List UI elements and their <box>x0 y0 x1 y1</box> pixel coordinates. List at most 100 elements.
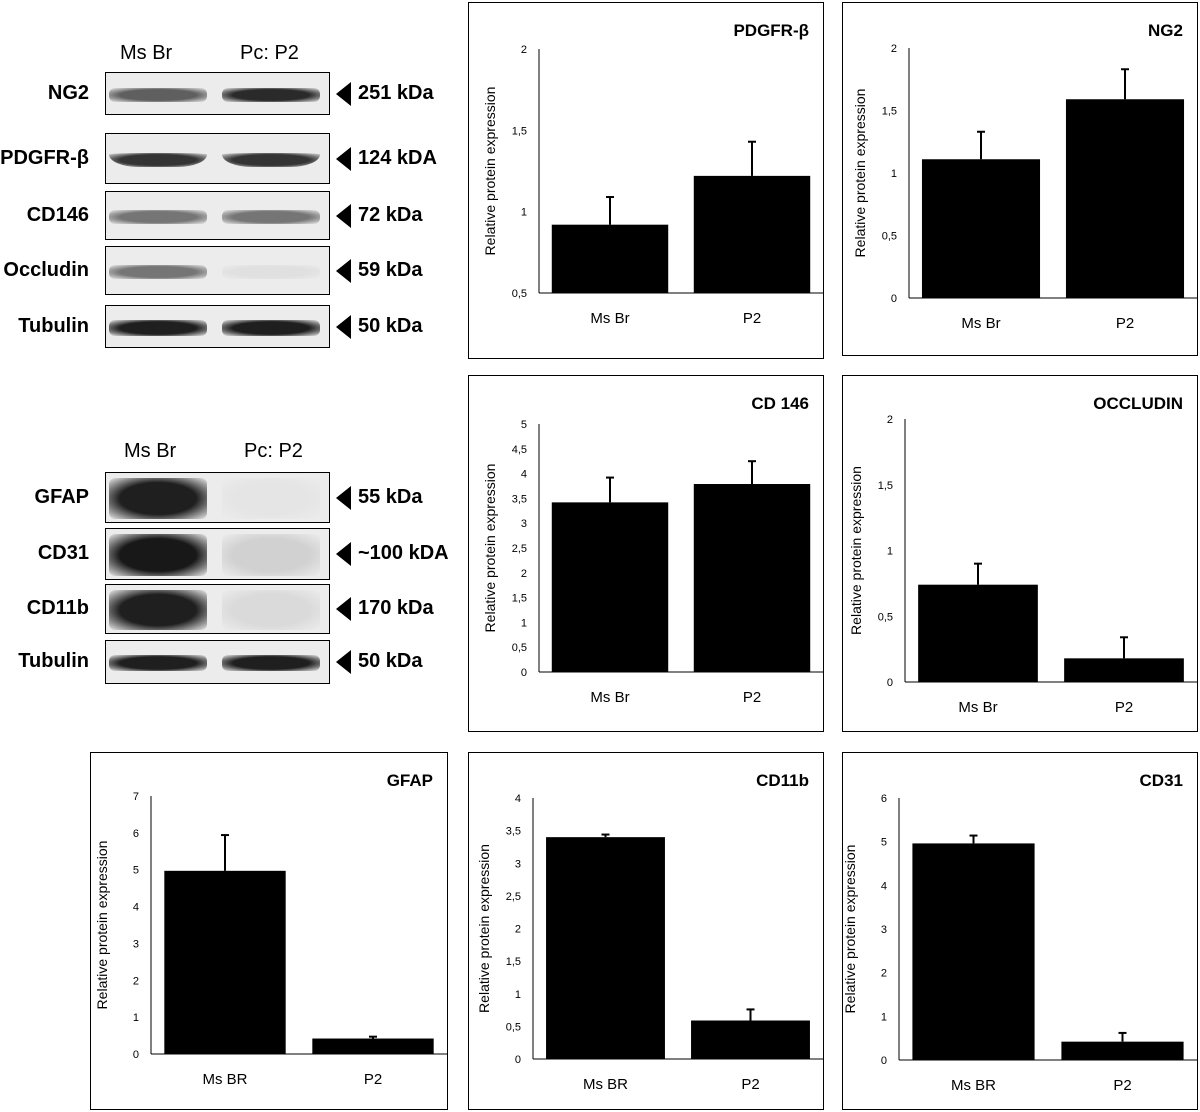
blot-1-strip-pdgfr- <box>105 133 330 184</box>
blot-1-strip-occludin <box>105 246 330 295</box>
blot-1-label-pdgfr-: PDGFR-β <box>0 146 89 169</box>
bar <box>312 1038 434 1054</box>
y-tick-label: 0 <box>881 1055 887 1067</box>
x-tick-label: P2 <box>1115 699 1133 716</box>
chart-gfap: GFAP Relative protein expression 0 1 2 3 4 5 6 7 M… <box>90 752 448 1110</box>
bar <box>551 502 669 672</box>
chart-svg: CD 146 Relative protein expression 0 0,5 1 1,… <box>482 394 823 706</box>
blot-1-band-occludin-p2 <box>222 264 320 279</box>
blot-1-kda-pdgfr-: 124 kDA <box>358 146 437 169</box>
chart-title: CD 146 <box>751 394 809 413</box>
blot-1-kda-ng2: 251 kDa <box>358 81 434 104</box>
chart-occludin: OCCLUDIN Relative protein expression 0 0,5 1… <box>842 375 1198 732</box>
arrow-left-icon <box>336 81 351 106</box>
chart-title: PDGFR-β <box>733 21 809 40</box>
y-tick-label: 1 <box>891 168 897 180</box>
blot-2-strip-gfap <box>105 472 330 523</box>
chart-title: CD11b <box>756 771 809 790</box>
blot-1-band-ng2-ms-br <box>109 87 207 102</box>
x-tick-label: P2 <box>1116 315 1134 332</box>
y-tick-label: 2 <box>521 568 527 580</box>
bar <box>164 870 286 1054</box>
y-tick-label: 0 <box>515 1054 521 1066</box>
blot-2-band-cd11b-ms-br <box>109 590 207 630</box>
blot-1-band-cd146-p2 <box>222 209 320 224</box>
blot-2-kda-cd31: ~100 kDA <box>358 542 449 564</box>
blot-2-band-cd31-ms-br <box>109 534 207 576</box>
y-tick-label: 1,5 <box>878 480 893 492</box>
chart-title: NG2 <box>1148 21 1183 40</box>
y-tick-label: 0,5 <box>506 1021 521 1033</box>
bar <box>912 843 1035 1060</box>
y-tick-label: 3 <box>521 518 527 530</box>
blot-1-strip-ng2 <box>105 72 330 115</box>
chart-svg: CD11b Relative protein expression 0 0,5 1 1,5… <box>476 771 823 1093</box>
y-tick-label: 0 <box>887 677 893 689</box>
x-tick-label: Ms Br <box>961 315 1000 332</box>
chart-title: OCCLUDIN <box>1093 394 1183 413</box>
y-tick-label: 1 <box>133 1012 139 1024</box>
x-tick-label: P2 <box>743 310 761 327</box>
x-tick-label: Ms BR <box>203 1071 248 1088</box>
blot-2-band-cd31-p2 <box>222 534 320 576</box>
y-axis-label: Relative protein expression <box>843 845 858 1014</box>
blot-2-strip-cd11b <box>105 584 330 634</box>
y-axis-label: Relative protein expression <box>94 841 110 1010</box>
y-tick-label: 7 <box>133 791 139 803</box>
y-tick-label: 3,5 <box>512 493 527 505</box>
blot-1-label-cd146: CD146 <box>26 203 89 226</box>
y-tick-label: 3 <box>881 924 887 936</box>
blot-2-strip-tubulin <box>105 640 330 684</box>
y-tick-label: 1 <box>521 617 527 629</box>
blot-1-band-tubulin-p2 <box>222 319 320 336</box>
blot-1-kda-cd146: 72 kDa <box>358 203 423 226</box>
bar <box>546 837 665 1059</box>
blot-2-label-cd11b: CD11b <box>26 597 89 619</box>
y-tick-label: 1,5 <box>512 125 527 137</box>
y-tick-label: 2,5 <box>512 543 527 555</box>
chart-svg: NG2 Relative protein expression 0 0,5 1 1,5 2 M… <box>852 21 1197 332</box>
blot-1-label-occludin: Occludin <box>3 258 89 281</box>
chart-cd146: CD 146 Relative protein expression 0 0,5 1 1,… <box>468 375 824 732</box>
blot-1-header-pc-p2: Pc: P2 <box>240 42 299 64</box>
y-tick-label: 1,5 <box>512 593 527 605</box>
bar <box>691 1020 810 1059</box>
y-axis-label: Relative protein expression <box>482 464 498 633</box>
bar <box>1064 658 1184 682</box>
blot-1-label-ng2: NG2 <box>47 81 89 104</box>
y-axis-label: Relative protein expression <box>476 844 492 1013</box>
y-tick-label: 5 <box>881 837 887 849</box>
y-tick-label: 1 <box>515 989 521 1001</box>
y-tick-label: 1 <box>887 546 893 558</box>
x-tick-label: Ms Br <box>958 699 997 716</box>
bar <box>1061 1041 1184 1060</box>
blot-1-label-tubulin: Tubulin <box>18 314 89 337</box>
blot-2-header-ms-br: Ms Br <box>124 440 177 462</box>
chart-cd11b: CD11b Relative protein expression 0 0,5 1 1,5… <box>468 752 824 1110</box>
x-tick-label: Ms Br <box>590 689 629 706</box>
chart-cd31: CD31 Relative protein expression 0 1 2 3 4 5 6 Ms… <box>842 752 1198 1110</box>
blot-2-kda-tubulin: 50 kDa <box>358 650 423 672</box>
y-tick-label: 4 <box>881 880 887 892</box>
y-axis-label: Relative protein expression <box>852 89 868 258</box>
bar <box>693 175 811 293</box>
arrow-left-icon <box>336 146 351 171</box>
blot-1-kda-tubulin: 50 kDa <box>358 314 423 337</box>
chart-title: GFAP <box>387 771 433 790</box>
y-tick-label: 2 <box>887 414 893 426</box>
y-axis-label: Relative protein expression <box>482 87 498 256</box>
x-tick-label: Ms Br <box>590 310 629 327</box>
blot-1-band-tubulin-ms-br <box>109 319 207 336</box>
y-tick-label: 2,5 <box>506 891 521 903</box>
y-tick-label: 2 <box>515 924 521 936</box>
y-tick-label: 1 <box>881 1011 887 1023</box>
y-tick-label: 2 <box>891 43 897 55</box>
blot-2-label-tubulin: Tubulin <box>18 650 89 672</box>
blot-1-strip-tubulin <box>105 305 330 348</box>
chart-title: CD31 <box>1140 771 1183 790</box>
chart-ng2: NG2 Relative protein expression 0 0,5 1 1,5 2 M… <box>842 2 1198 356</box>
blot-1-band-occludin-ms-br <box>109 264 207 279</box>
bar <box>1065 99 1185 298</box>
y-tick-label: 1,5 <box>506 956 521 968</box>
blot-2-band-gfap-ms-br <box>109 478 207 519</box>
